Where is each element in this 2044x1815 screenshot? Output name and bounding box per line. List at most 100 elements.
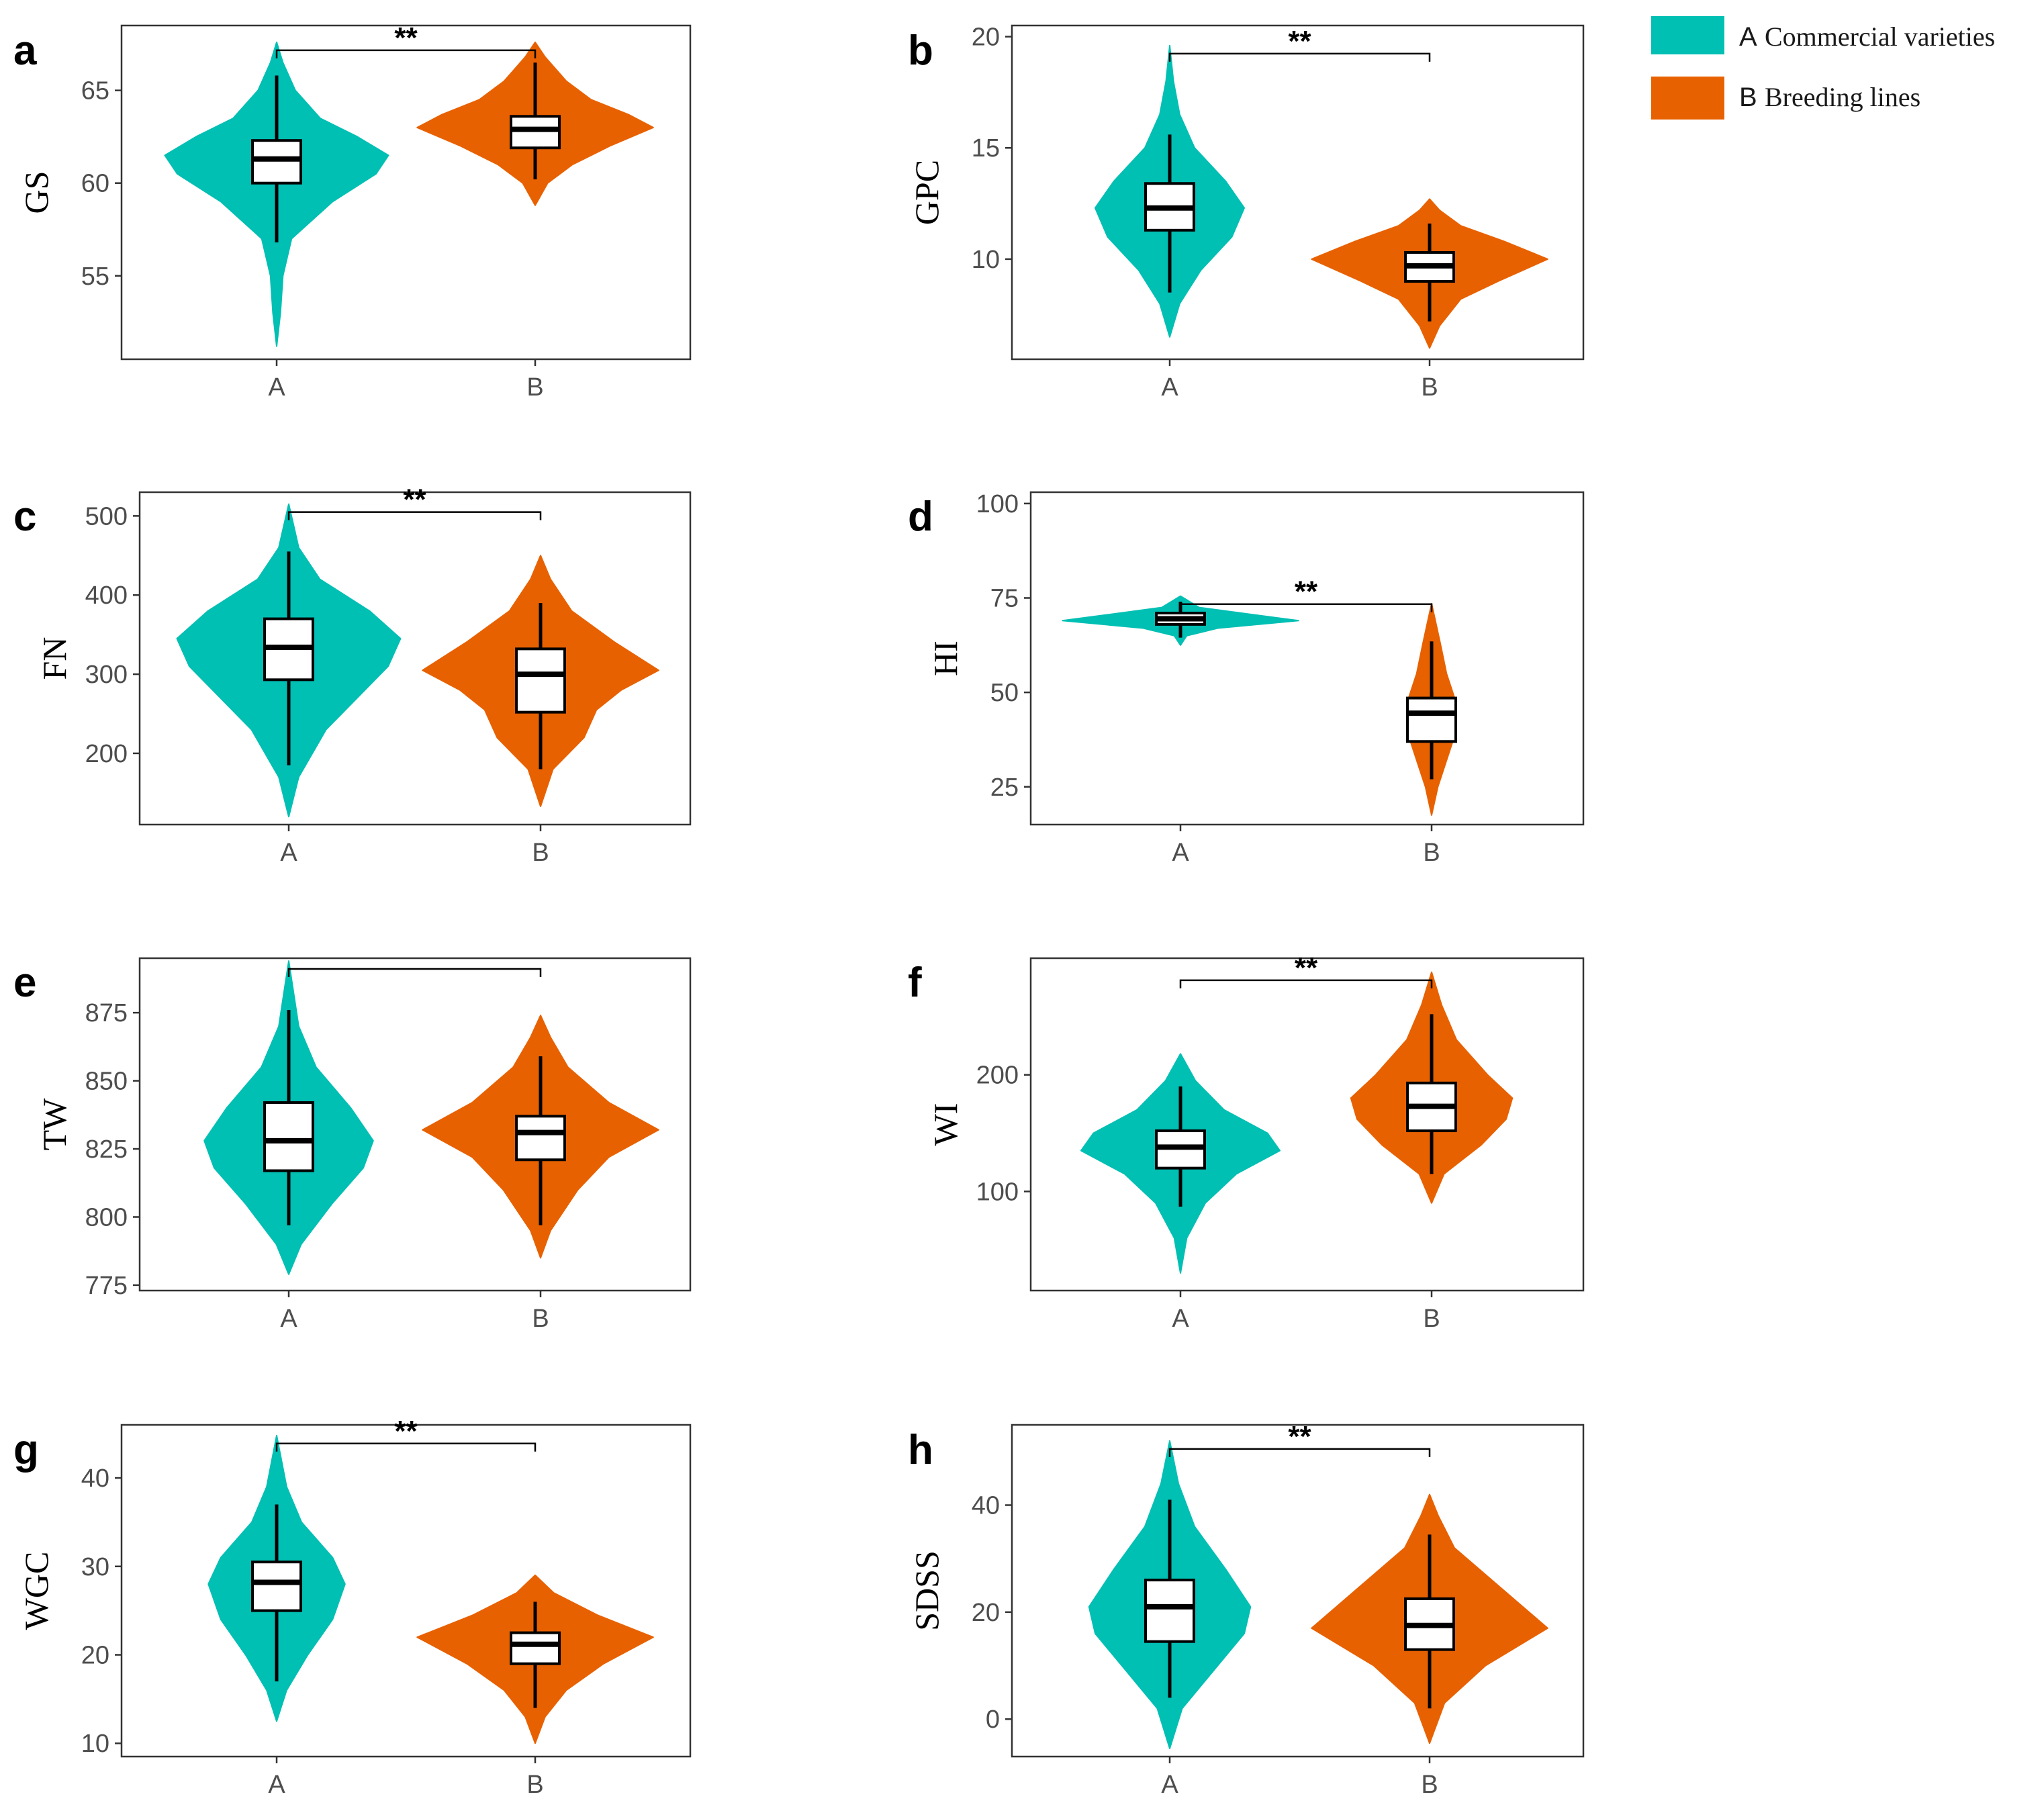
panel-f: f WI 100 200 A B ** xyxy=(908,951,1585,1333)
x-tick-label: A xyxy=(1172,1305,1189,1333)
plot-frame xyxy=(1011,24,1585,361)
x-tick-label: B xyxy=(526,373,543,402)
y-tick-label: 400 xyxy=(85,581,128,610)
panel-letter: h xyxy=(908,1427,933,1473)
x-tick-label: B xyxy=(1421,373,1438,402)
significance-label: ** xyxy=(1288,1420,1311,1453)
y-tick-label: 500 xyxy=(85,502,128,530)
box-A xyxy=(251,1561,302,1612)
plot-frame xyxy=(1011,1424,1585,1758)
y-tick-label: 55 xyxy=(81,263,109,291)
y-tick-label: 65 xyxy=(81,77,109,105)
significance-bracket xyxy=(1179,603,1433,612)
plot-frame xyxy=(120,24,692,361)
y-tick-label: 20 xyxy=(972,1599,1000,1627)
legend-swatch-b xyxy=(1651,77,1724,120)
significance-label: ** xyxy=(1295,575,1318,608)
x-tick-label: A xyxy=(1161,1771,1178,1799)
significance-label: ** xyxy=(403,483,426,516)
y-tick-label: 875 xyxy=(85,999,128,1027)
y-tick-label: 800 xyxy=(85,1203,128,1231)
x-tick-label: B xyxy=(1423,1305,1440,1333)
y-axis-label: WGC xyxy=(17,1552,55,1630)
y-tick-label: 30 xyxy=(81,1553,109,1581)
box-B xyxy=(515,1115,566,1162)
panel-letter: g xyxy=(13,1427,39,1473)
y-tick-label: 200 xyxy=(976,1062,1019,1090)
x-tick-label: B xyxy=(1421,1771,1438,1799)
y-tick-label: 50 xyxy=(990,679,1019,707)
panel-c: c FN 200 300 400 500 A B ** xyxy=(13,483,692,867)
significance-bracket xyxy=(1168,1448,1431,1457)
y-axis-label: SDSS xyxy=(908,1550,945,1631)
legend-label-a: Commercial varieties xyxy=(1765,21,1995,52)
significance-bracket xyxy=(275,1442,537,1452)
x-tick-label: A xyxy=(1161,373,1178,402)
x-tick-label: A xyxy=(280,839,297,867)
panel-b: b GPC 10 15 20 A B ** xyxy=(908,24,1585,402)
y-axis-label: WI xyxy=(927,1103,964,1146)
box-B xyxy=(515,647,566,714)
box-A xyxy=(263,1101,314,1172)
legend-key-a: A xyxy=(1739,22,1757,52)
panel-letter: c xyxy=(13,494,36,540)
y-tick-label: 25 xyxy=(990,774,1019,802)
plot-frame xyxy=(1029,957,1585,1292)
significance-bracket xyxy=(287,968,542,978)
y-tick-label: 60 xyxy=(81,170,109,198)
plot-frame xyxy=(138,491,692,826)
plot-frame xyxy=(1029,491,1585,826)
y-tick-label: 15 xyxy=(972,134,1000,162)
y-tick-label: 75 xyxy=(990,585,1019,613)
y-axis-label: GPC xyxy=(908,160,945,225)
y-tick-label: 100 xyxy=(976,1178,1019,1206)
box-A xyxy=(251,139,302,185)
plot-frame xyxy=(120,1424,692,1758)
y-axis-label: HI xyxy=(927,641,964,676)
y-tick-label: 20 xyxy=(972,24,1000,52)
panel-letter: a xyxy=(13,28,37,74)
y-axis-label: TW xyxy=(36,1098,73,1151)
significance-label: ** xyxy=(1295,951,1318,984)
panel-a: a GS 55 60 65 A B ** xyxy=(13,21,692,402)
panel-g: g WGC 10 20 30 40 A B ** xyxy=(13,1415,692,1799)
significance-bracket xyxy=(1179,979,1433,988)
box-A xyxy=(1144,1579,1195,1643)
legend-swatch-a xyxy=(1651,16,1724,54)
legend-key-b: B xyxy=(1739,83,1757,112)
y-tick-label: 20 xyxy=(81,1642,109,1670)
panel-d: d HI 25 50 75 100 A B ** xyxy=(908,490,1585,867)
y-tick-label: 775 xyxy=(85,1272,128,1300)
panel-letter: b xyxy=(908,28,933,74)
y-tick-label: 850 xyxy=(85,1068,128,1096)
y-tick-label: 40 xyxy=(81,1464,109,1493)
legend-label-b: Breeding lines xyxy=(1765,82,1920,112)
y-tick-label: 300 xyxy=(85,661,128,689)
significance-bracket xyxy=(275,49,537,58)
y-tick-label: 100 xyxy=(976,490,1019,518)
y-tick-label: 10 xyxy=(972,246,1000,274)
box-B xyxy=(510,1631,561,1665)
x-tick-label: A xyxy=(1172,839,1189,867)
significance-bracket xyxy=(1168,52,1431,62)
box-B xyxy=(1406,696,1457,743)
panel-letter: f xyxy=(908,960,922,1006)
significance-label: ** xyxy=(394,1415,418,1448)
x-tick-label: B xyxy=(532,839,549,867)
y-axis-label: GS xyxy=(17,171,55,214)
box-B xyxy=(510,115,561,150)
y-tick-label: 40 xyxy=(972,1492,1000,1520)
plot-frame xyxy=(138,957,692,1292)
panel-e: e TW 775 800 825 850 875 A B xyxy=(13,957,692,1333)
y-tick-label: 200 xyxy=(85,740,128,768)
y-axis-label: FN xyxy=(36,637,73,680)
y-tick-label: 0 xyxy=(986,1706,1000,1734)
panel-h: h SDSS 0 20 40 A B ** xyxy=(908,1420,1585,1799)
x-tick-label: A xyxy=(268,1771,285,1799)
panel-letter: d xyxy=(908,494,933,540)
significance-label: ** xyxy=(1288,25,1311,58)
x-tick-label: B xyxy=(1423,839,1440,867)
y-tick-label: 10 xyxy=(81,1730,109,1758)
